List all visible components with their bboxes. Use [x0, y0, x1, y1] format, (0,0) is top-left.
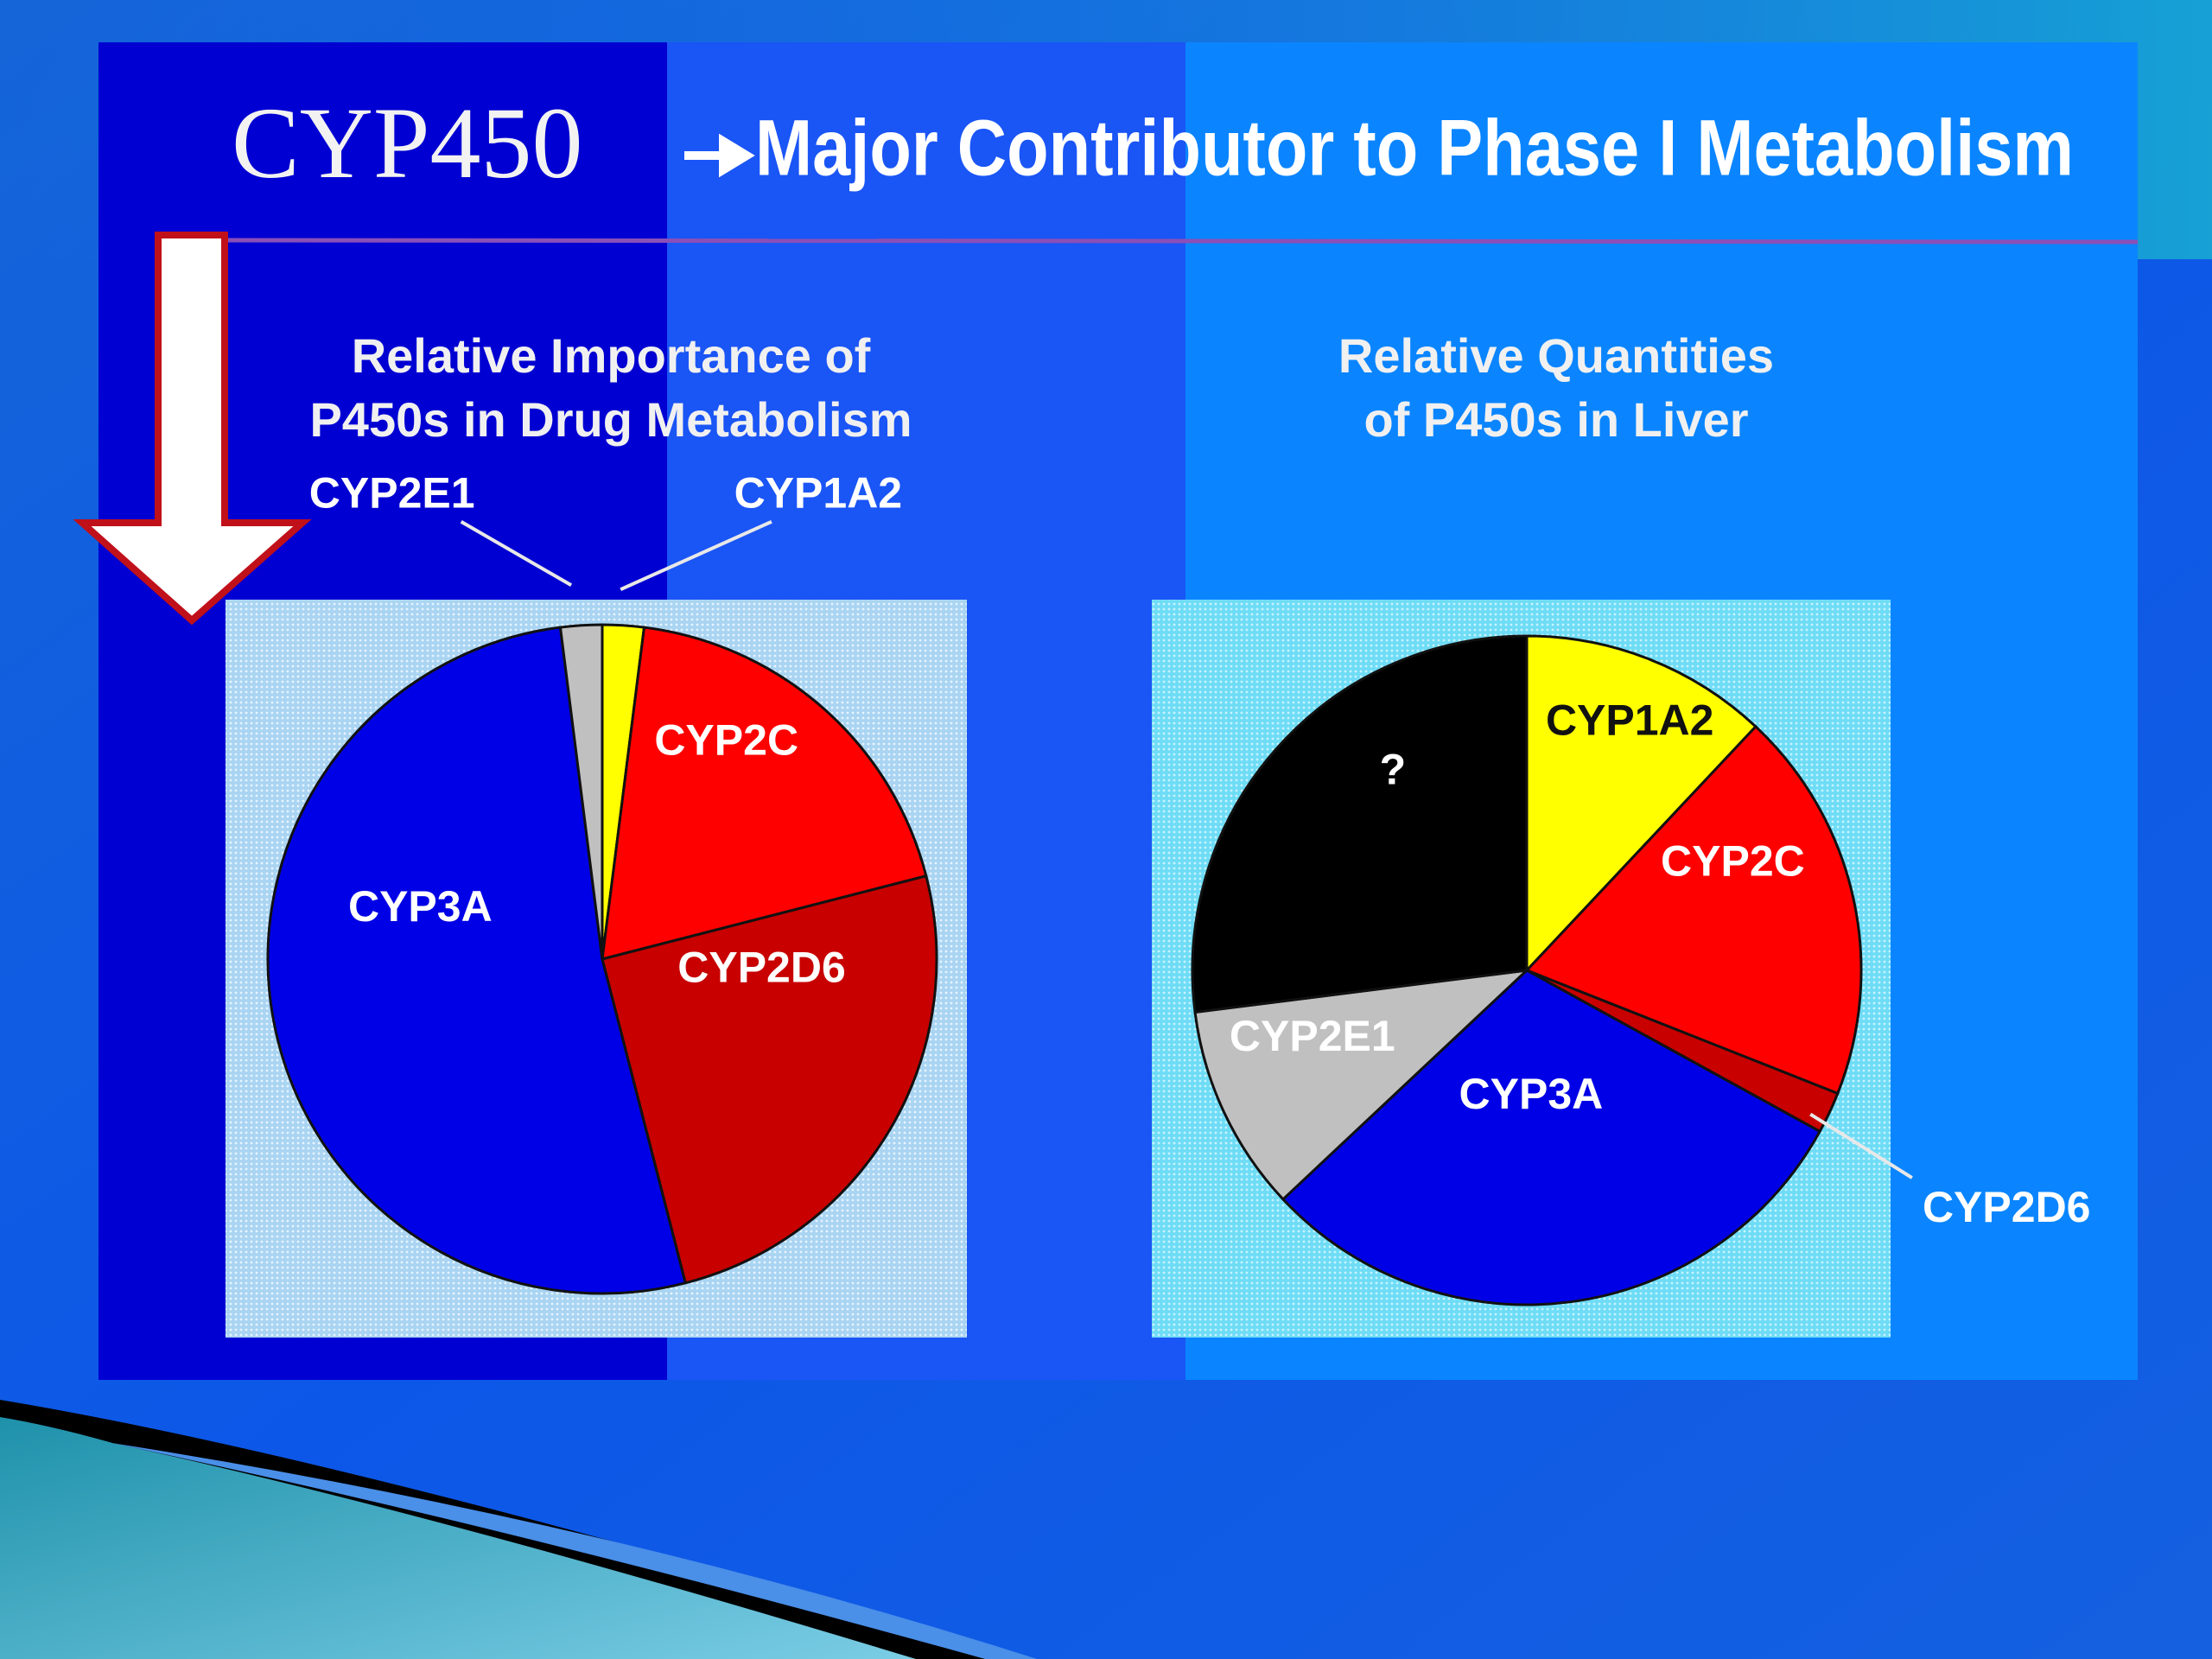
- pie-slice: [1524, 724, 1863, 1096]
- leader-line: [1809, 1112, 1913, 1179]
- slide-subtitle: Major Contributor to Phase I Metabolism: [755, 104, 2074, 192]
- slice-label: CYP2D6: [1923, 1183, 2091, 1231]
- chart-title: P450s in Drug Metabolism: [309, 392, 912, 447]
- slice-label: CYP2E1: [1230, 1012, 1395, 1060]
- leader-line: [620, 519, 772, 591]
- chart-title: of P450s in Liver: [1363, 392, 1748, 447]
- pie-slice: [558, 623, 604, 960]
- pie-slice: [1191, 634, 1529, 1014]
- down-arrow: [73, 232, 312, 626]
- pie-slice: [1193, 968, 1531, 1202]
- pie-slice: [1281, 969, 1822, 1306]
- pie-slice: [601, 874, 938, 1285]
- slice-label: CYP1A2: [734, 469, 903, 518]
- swoosh-edge: [112, 1443, 1037, 1659]
- title-rule: [225, 238, 2139, 245]
- title-arrow: [684, 133, 755, 178]
- slice-label: CYP2D6: [677, 943, 846, 991]
- slice-label: CYP1A2: [1546, 696, 1714, 744]
- pie-slice: [601, 626, 928, 962]
- slice-label: CYP2C: [1661, 837, 1805, 886]
- chart-title: Relative Quantities: [1338, 328, 1774, 383]
- slice-label: CYP2C: [654, 715, 798, 764]
- slide-title: CYP450: [232, 86, 583, 200]
- chart-title: Relative Importance of: [352, 328, 871, 383]
- slice-label: CYP3A: [1459, 1070, 1604, 1118]
- slice-label: CYP3A: [348, 882, 493, 931]
- leader-line: [460, 520, 573, 587]
- charts: Relative Importance of P450s in Drug Meta…: [266, 328, 2091, 1306]
- slice-label: CYP2E1: [309, 469, 475, 518]
- slice-label: ?: [1380, 746, 1407, 794]
- pie-slice: [1525, 634, 1758, 974]
